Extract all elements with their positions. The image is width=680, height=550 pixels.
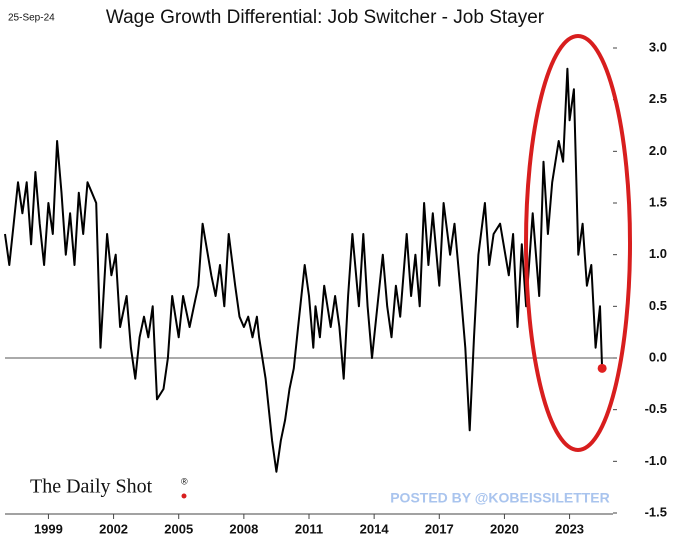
y-tick-label: -1.0: [645, 453, 667, 468]
highlight-ellipse: [524, 34, 632, 452]
last-point: [597, 363, 607, 373]
y-tick-label: 3.0: [649, 39, 667, 54]
x-tick-label: 2011: [295, 521, 323, 536]
x-tick-label: 2008: [229, 521, 258, 536]
series-line: [4, 67, 604, 473]
chart-title: Wage Growth Differential: Job Switcher -…: [106, 7, 545, 28]
y-tick-label: 1.0: [649, 246, 667, 261]
x-tick-label: 2002: [99, 521, 128, 536]
x-tick-label: 2023: [555, 521, 584, 536]
y-tick-label: -1.5: [645, 504, 667, 519]
y-tick-label: 2.5: [649, 91, 667, 106]
y-tick-label: 2.0: [649, 143, 667, 158]
x-tick-label: 2017: [425, 521, 454, 536]
date-stamp: 25-Sep-24: [8, 13, 55, 24]
y-tick-label: -0.5: [645, 401, 667, 416]
y-tick-label: 1.5: [649, 194, 667, 209]
x-tick-label: 2020: [490, 521, 519, 536]
source-mark: ®: [181, 476, 188, 486]
logo-dot: [181, 493, 187, 499]
watermark: POSTED BY @KOBEISSILETTER: [390, 490, 610, 506]
x-tick-label: 2014: [360, 521, 390, 536]
x-tick-label: 1999: [34, 521, 63, 536]
x-tick-label: 2005: [164, 521, 193, 536]
y-tick-label: 0.5: [649, 298, 667, 313]
y-tick-label: 0.0: [649, 349, 667, 364]
source-logo: The Daily Shot: [30, 476, 153, 498]
